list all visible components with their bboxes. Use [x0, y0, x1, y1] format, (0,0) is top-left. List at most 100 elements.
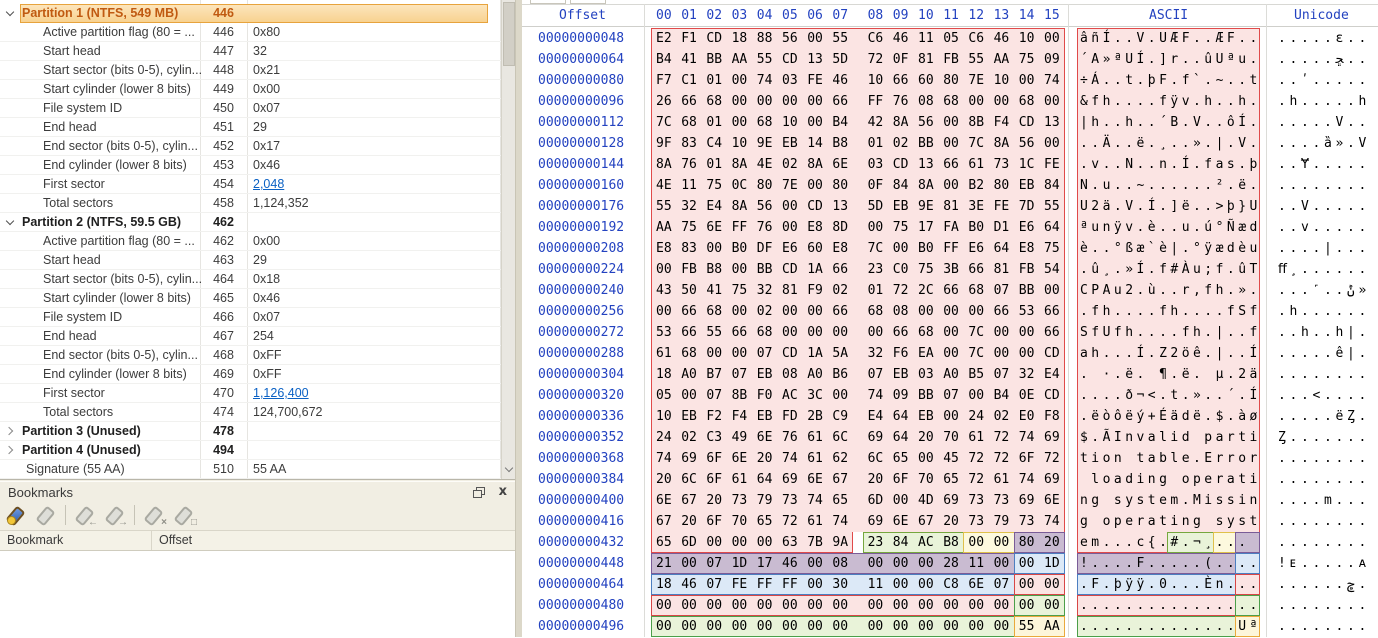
ascii-char[interactable]: ~ [1136, 178, 1145, 193]
unicode-char[interactable]: . [1335, 598, 1344, 613]
ascii-char[interactable]: . [1181, 388, 1190, 403]
hex-byte[interactable]: 00 [807, 577, 823, 592]
unicode-char[interactable]: h [1358, 94, 1367, 109]
hex-byte[interactable]: 01 [867, 283, 884, 298]
hex-byte[interactable]: 03 [782, 73, 798, 88]
hex-byte[interactable]: 20 [918, 430, 934, 445]
unicode-char[interactable]: . [1312, 430, 1321, 445]
ascii-char[interactable]: » [1193, 388, 1201, 403]
hex-byte[interactable]: 56 [756, 199, 773, 214]
hex-byte[interactable]: 65 [832, 493, 849, 508]
ascii-char[interactable]: ] [1159, 52, 1167, 67]
hex-byte[interactable]: 68 [918, 325, 934, 340]
hex-byte[interactable]: 8A [918, 178, 934, 193]
ascii-char[interactable]: F [1159, 73, 1167, 88]
hex-byte[interactable]: 20 [681, 514, 697, 529]
unicode-char[interactable]: . [1347, 31, 1355, 46]
hex-byte[interactable]: 00 [968, 388, 985, 403]
bookmark-next-icon[interactable]: → [103, 504, 128, 528]
unicode-char[interactable]: . [1358, 73, 1367, 88]
hex-byte[interactable]: 8A [656, 157, 672, 172]
hex-byte[interactable]: B4 [656, 52, 672, 67]
ascii-char[interactable]: f [1204, 157, 1213, 172]
ascii-char[interactable]: þ [1249, 157, 1258, 172]
ascii-char[interactable]: S [1080, 325, 1088, 340]
hex-byte[interactable]: B2 [968, 178, 985, 193]
bookmark-delete-all-icon[interactable]: □ [172, 504, 197, 528]
hex-byte[interactable]: C6 [968, 31, 985, 46]
unicode-char[interactable]: . [1347, 52, 1355, 67]
unicode-char[interactable]: . [1347, 556, 1355, 571]
ascii-char[interactable]: . [1136, 73, 1145, 88]
unicode-char[interactable]: . [1324, 535, 1332, 550]
ascii-char[interactable]: ô [1113, 409, 1122, 424]
ascii-char[interactable]: Í [1136, 346, 1145, 361]
ascii-char[interactable]: Á [1091, 73, 1100, 88]
ascii-char[interactable]: . [1170, 367, 1179, 382]
hex-byte[interactable]: 32 [1018, 367, 1035, 382]
hex-byte[interactable]: 5D [867, 199, 884, 214]
hex-byte[interactable]: 50 [681, 283, 697, 298]
ascii-char[interactable]: ´ [1080, 52, 1088, 67]
hex-byte[interactable]: 00 [656, 262, 672, 277]
ascii-char[interactable]: ¸ [1204, 535, 1213, 550]
hex-byte[interactable]: 7E [782, 178, 798, 193]
ascii-char[interactable]: . [1181, 577, 1190, 592]
ascii-char[interactable]: 0 [1159, 577, 1167, 592]
unicode-char[interactable]: . [1289, 157, 1298, 172]
unicode-char[interactable]: . [1278, 115, 1286, 130]
unicode-char[interactable]: . [1289, 472, 1298, 487]
ascii-char[interactable]: . [1193, 52, 1201, 67]
hex-byte[interactable]: C0 [892, 262, 909, 277]
hex-byte[interactable]: 00 [756, 535, 773, 550]
unicode-char[interactable]: . [1312, 115, 1321, 130]
hex-byte[interactable]: 69 [1044, 430, 1060, 445]
ascii-char[interactable]: . [1249, 94, 1258, 109]
ascii-char[interactable]: r [1215, 472, 1224, 487]
ascii-char[interactable]: . [1215, 598, 1224, 613]
unicode-char[interactable]: . [1301, 556, 1309, 571]
ascii-char[interactable]: . [1193, 31, 1201, 46]
hex-byte[interactable]: 46 [681, 577, 697, 592]
hex-byte[interactable]: 08 [918, 94, 934, 109]
hex-byte[interactable]: 60 [807, 241, 823, 256]
ascii-char[interactable]: i [1238, 493, 1247, 508]
ascii-char[interactable]: . [1181, 556, 1190, 571]
ascii-char[interactable]: . [1102, 598, 1111, 613]
ascii-char[interactable]: . [1102, 535, 1111, 550]
unicode-char[interactable]: v [1301, 220, 1309, 235]
hex-byte[interactable]: 69 [867, 430, 884, 445]
ascii-char[interactable]: . [1215, 94, 1224, 109]
hex-byte[interactable]: 07 [706, 556, 723, 571]
ascii-char[interactable]: h [1125, 115, 1134, 130]
ascii-char[interactable]: . [1080, 367, 1088, 382]
unicode-char[interactable]: ᴀ [1358, 556, 1367, 571]
hex-byte[interactable]: 64 [993, 241, 1010, 256]
ascii-char[interactable]: ë [1181, 199, 1190, 214]
unicode-char[interactable]: . [1358, 178, 1367, 193]
hex-byte[interactable]: FE [1044, 157, 1060, 172]
unicode-char[interactable]: . [1278, 325, 1286, 340]
template-field-row[interactable]: Start cylinder (lower 8 bits) 465 0x46 [0, 289, 501, 308]
hex-byte[interactable]: 76 [892, 94, 909, 109]
template-field-row[interactable]: File system ID 450 0x07 [0, 99, 501, 118]
template-field-row[interactable]: Start head 463 29 [0, 251, 501, 270]
hex-byte[interactable]: 00 [832, 325, 849, 340]
ascii-char[interactable]: n [1215, 577, 1224, 592]
hex-byte[interactable]: 68 [681, 115, 697, 130]
hex-byte[interactable]: 6E [706, 220, 723, 235]
hex-byte[interactable]: 66 [943, 283, 959, 298]
ascii-char[interactable]: . [1147, 346, 1156, 361]
ascii-char[interactable]: h [1091, 346, 1100, 361]
hex-byte[interactable]: E8 [1018, 241, 1035, 256]
ascii-char[interactable]: æ [1215, 241, 1224, 256]
hex-byte[interactable]: 07 [943, 388, 959, 403]
ascii-char[interactable]: . [1159, 325, 1167, 340]
unicode-char[interactable]: . [1347, 304, 1355, 319]
ascii-char[interactable]: . [1226, 178, 1235, 193]
unicode-char[interactable]: ݨ [1347, 283, 1355, 298]
hex-byte[interactable]: CD [706, 31, 723, 46]
hex-byte[interactable]: 00 [993, 94, 1010, 109]
ascii-char[interactable]: m [1091, 535, 1100, 550]
ascii-char[interactable]: l [1159, 430, 1167, 445]
